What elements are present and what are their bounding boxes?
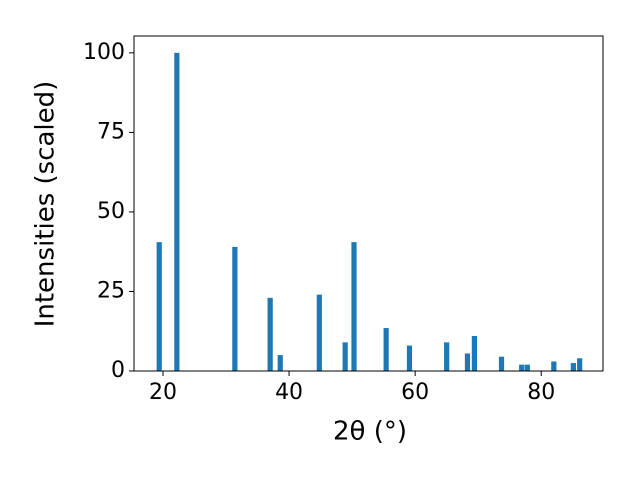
bar bbox=[471, 336, 478, 371]
x-tick-label: 60 bbox=[401, 380, 429, 405]
y-tick-label: 75 bbox=[97, 119, 125, 144]
bar bbox=[174, 52, 180, 371]
bar bbox=[232, 246, 238, 371]
x-tick-label: 80 bbox=[527, 380, 555, 405]
bar bbox=[342, 342, 348, 371]
y-axis-label: Intensities (scaled) bbox=[31, 81, 61, 328]
bar bbox=[577, 358, 583, 371]
bar bbox=[498, 356, 505, 371]
bar bbox=[464, 353, 471, 371]
bar bbox=[267, 297, 273, 371]
y-tick-label: 0 bbox=[111, 358, 125, 383]
bar bbox=[156, 242, 162, 371]
bar bbox=[519, 364, 525, 371]
bar bbox=[524, 364, 530, 371]
bar bbox=[551, 361, 557, 371]
y-tick-label: 50 bbox=[97, 199, 125, 224]
bar bbox=[444, 342, 450, 371]
x-tick-label: 40 bbox=[275, 380, 303, 405]
y-tick-label: 25 bbox=[97, 278, 125, 303]
bar bbox=[406, 345, 413, 371]
bar bbox=[351, 242, 357, 371]
x-tick-label: 20 bbox=[149, 380, 177, 405]
x-axis-label: 2θ (°) bbox=[333, 417, 407, 447]
y-tick-label: 100 bbox=[83, 40, 125, 65]
bar bbox=[383, 328, 389, 371]
plot-frame bbox=[133, 35, 604, 372]
bar bbox=[277, 355, 283, 371]
bar bbox=[570, 363, 576, 371]
bar bbox=[316, 294, 322, 371]
